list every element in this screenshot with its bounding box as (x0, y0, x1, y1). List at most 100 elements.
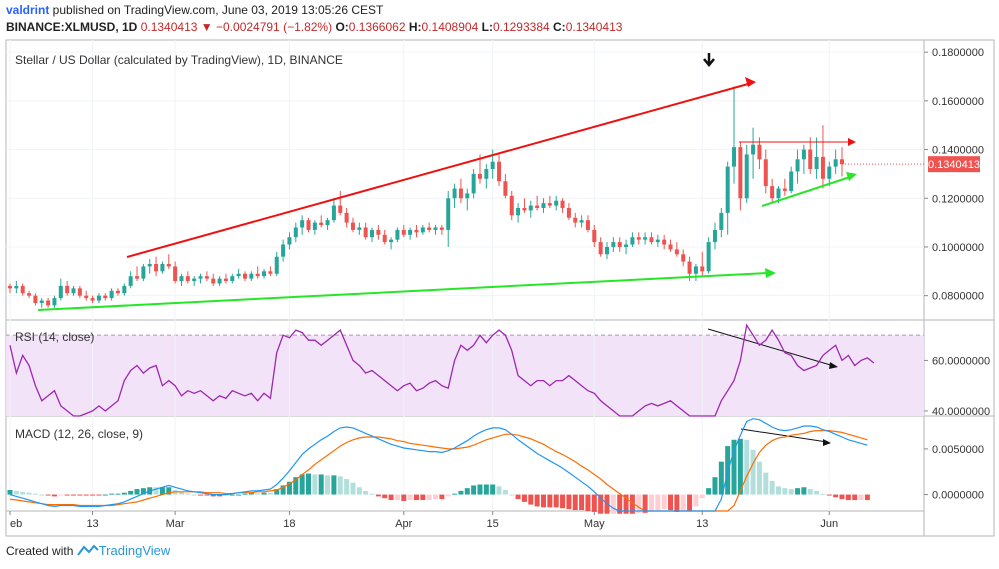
candle[interactable] (268, 266, 273, 277)
candle[interactable] (725, 161, 730, 235)
candle[interactable] (401, 225, 406, 238)
candle[interactable] (712, 222, 717, 250)
candle[interactable] (204, 271, 209, 282)
candle[interactable] (128, 271, 133, 289)
candle[interactable] (198, 273, 203, 284)
candle[interactable] (65, 281, 70, 296)
candle[interactable] (96, 293, 101, 303)
candle[interactable] (547, 195, 552, 208)
candle[interactable] (789, 166, 794, 194)
candle[interactable] (135, 266, 140, 282)
candle[interactable] (509, 190, 514, 221)
candle[interactable] (84, 290, 89, 301)
candle[interactable] (452, 183, 457, 208)
candle[interactable] (573, 212, 578, 228)
candle[interactable] (522, 198, 527, 213)
candle[interactable] (281, 239, 286, 262)
candle[interactable] (115, 288, 120, 296)
candle[interactable] (154, 256, 159, 277)
candle[interactable] (433, 225, 438, 235)
candle[interactable] (71, 285, 76, 296)
candle[interactable] (706, 237, 711, 274)
candle[interactable] (52, 295, 57, 308)
candle[interactable] (319, 215, 324, 228)
candle[interactable] (535, 195, 540, 211)
candle[interactable] (338, 190, 343, 216)
candle[interactable] (770, 178, 775, 204)
candle[interactable] (141, 264, 146, 282)
candle[interactable] (344, 208, 349, 228)
candle[interactable] (147, 259, 152, 274)
candle[interactable] (782, 178, 787, 196)
candle[interactable] (808, 137, 813, 174)
candle[interactable] (414, 225, 419, 238)
candle[interactable] (382, 229, 387, 245)
candle[interactable] (33, 293, 38, 306)
candle[interactable] (560, 198, 565, 213)
candle[interactable] (598, 237, 603, 257)
candle[interactable] (395, 227, 400, 243)
candle[interactable] (20, 283, 25, 296)
chart-canvas[interactable]: eb 13 Mar 18 Apr 15 May 13 Jun 0.1800000 0.160000… (0, 38, 999, 540)
candle[interactable] (446, 190, 451, 247)
candle[interactable] (14, 281, 19, 294)
candle[interactable] (331, 198, 336, 223)
candle[interactable] (192, 276, 197, 286)
candle[interactable] (840, 147, 844, 177)
candle[interactable] (223, 273, 228, 284)
brand-name[interactable]: TradingView (98, 543, 171, 558)
candle[interactable] (287, 232, 292, 250)
candle[interactable] (554, 195, 559, 211)
candle[interactable] (700, 251, 705, 277)
candle[interactable] (217, 276, 222, 286)
candle[interactable] (465, 188, 470, 211)
candle[interactable] (293, 222, 298, 243)
candle[interactable] (693, 264, 698, 282)
candle[interactable] (211, 273, 216, 286)
candle[interactable] (312, 220, 317, 235)
candle[interactable] (46, 298, 51, 308)
candle[interactable] (420, 225, 425, 235)
candle[interactable] (655, 234, 660, 247)
candle[interactable] (516, 203, 521, 223)
candle[interactable] (236, 268, 241, 279)
candle[interactable] (27, 290, 32, 299)
candle[interactable] (39, 298, 44, 308)
candle[interactable] (643, 232, 648, 245)
candle[interactable] (363, 222, 368, 240)
candle[interactable] (757, 137, 762, 170)
candle[interactable] (370, 227, 375, 243)
candle[interactable] (166, 254, 171, 269)
candle[interactable] (744, 144, 749, 204)
candle[interactable] (503, 173, 508, 199)
candle[interactable] (649, 232, 654, 245)
candle[interactable] (173, 261, 178, 284)
candle[interactable] (814, 137, 819, 179)
candle[interactable] (109, 288, 114, 301)
candle[interactable] (484, 164, 489, 189)
candle[interactable] (274, 251, 279, 277)
candle[interactable] (58, 278, 63, 301)
candle[interactable] (439, 225, 444, 235)
candle[interactable] (681, 249, 686, 267)
candles[interactable] (8, 86, 924, 308)
candle[interactable] (497, 154, 502, 187)
candle[interactable] (249, 271, 254, 282)
candle[interactable] (579, 215, 584, 228)
candle[interactable] (763, 149, 768, 194)
candle[interactable] (350, 217, 355, 233)
candle[interactable] (801, 144, 806, 174)
candle[interactable] (230, 273, 235, 284)
candle[interactable] (833, 149, 838, 174)
candle[interactable] (376, 225, 381, 240)
candle[interactable] (90, 295, 95, 303)
candle[interactable] (630, 232, 635, 247)
candle[interactable] (242, 271, 247, 282)
candle[interactable] (103, 293, 108, 301)
candle[interactable] (408, 227, 413, 240)
candle[interactable] (458, 178, 463, 204)
candle[interactable] (662, 234, 667, 250)
candle[interactable] (8, 283, 12, 294)
candle[interactable] (674, 242, 679, 257)
author-name[interactable]: valdrint (6, 3, 50, 17)
